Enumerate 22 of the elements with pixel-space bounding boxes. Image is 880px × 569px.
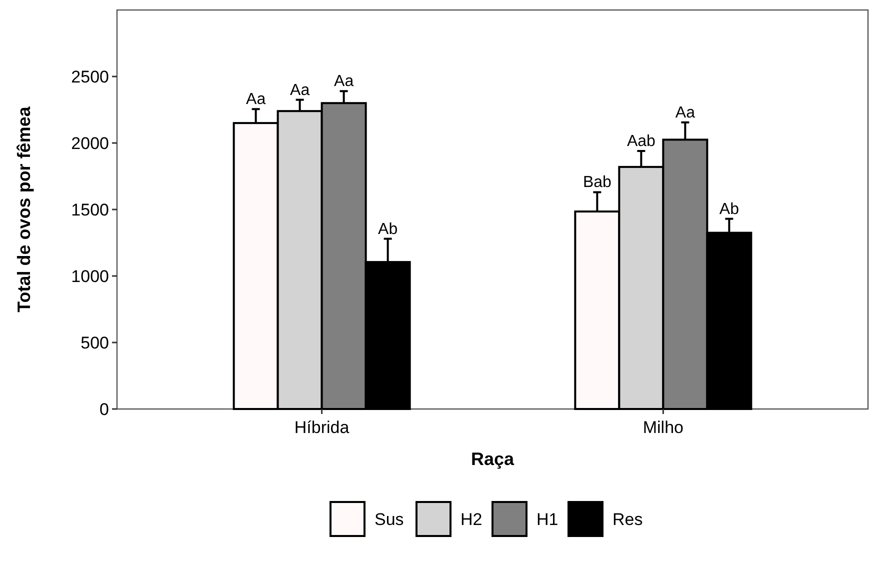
legend-label: Res xyxy=(612,510,643,529)
annotation: Ab xyxy=(378,220,398,238)
y-tick-label: 2500 xyxy=(71,67,109,86)
annotation: Aa xyxy=(334,73,354,90)
x-tick-label: Milho xyxy=(642,418,684,437)
legend-label: H1 xyxy=(536,510,558,529)
x-axis-title: Raça xyxy=(470,449,516,469)
y-tick-label: 1000 xyxy=(71,266,109,286)
x-tick-label: Híbrida xyxy=(294,418,350,437)
y-tick-label: 2000 xyxy=(71,134,109,153)
annotation: Aa xyxy=(675,104,696,122)
annotation: Ab xyxy=(719,200,740,218)
annotation: Aab xyxy=(626,132,656,150)
annotation: Aa xyxy=(246,91,266,108)
y-tick-label: 500 xyxy=(80,333,109,352)
y-tick-label: 0 xyxy=(100,400,109,419)
annotation: Bab xyxy=(582,174,612,192)
y-axis-title: Total de ovos por fêmea xyxy=(14,106,34,312)
y-tick-label: 1500 xyxy=(71,200,109,220)
legend-label: Sus xyxy=(374,510,404,529)
annotation: Aa xyxy=(290,82,310,99)
legend-label: H2 xyxy=(460,510,482,529)
